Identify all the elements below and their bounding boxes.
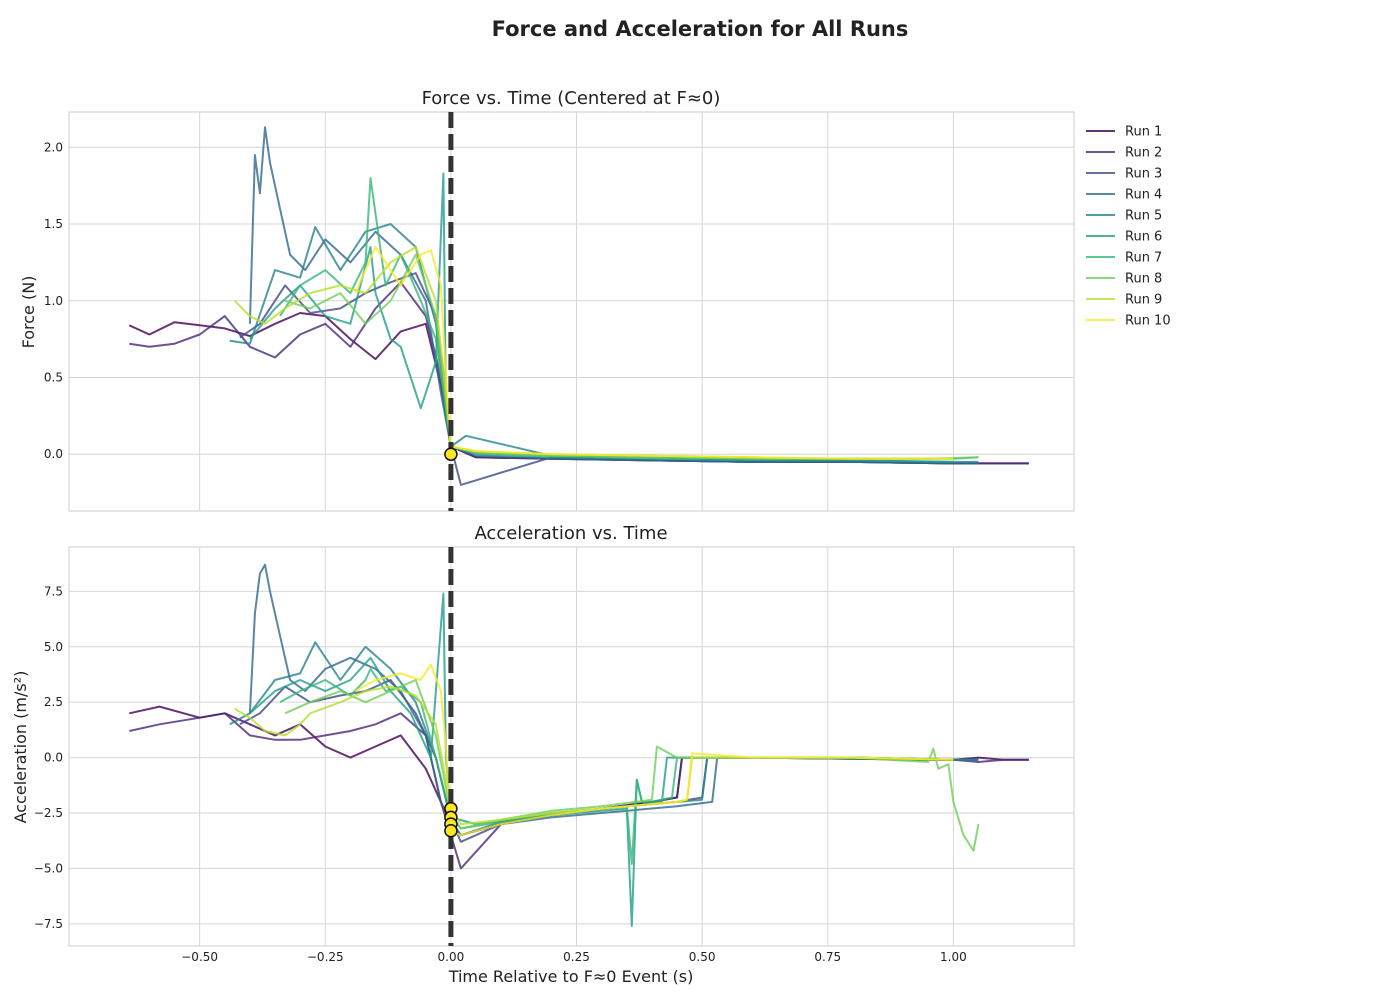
x-tick-label: 1.00 [940,950,967,964]
y-tick-label: 2.0 [44,140,63,154]
x-tick-labels: −0.50 −0.25 0.00 0.25 0.50 0.75 1.00 [181,950,967,964]
legend: Run 1 Run 2 Run 3 Run 4 Run 5 Run 6 Run 7 Run 8… [1086,125,1171,329]
series-line-run-8 [284,679,980,852]
y-tick-label: 0.0 [44,751,63,765]
acceleration-y-ticks: −7.5 −5.0 −2.5 0.0 2.5 5.0 7.5 [34,584,63,931]
force-grid [69,112,1074,511]
legend-label: Run 7 [1125,251,1162,266]
legend-label: Run 5 [1125,209,1162,224]
y-tick-label: 7.5 [44,584,63,598]
x-axis-label: Time Relative to F≈0 Event (s) [448,967,694,986]
series-line-run-10 [354,663,954,837]
series-line-run-7 [279,667,954,865]
y-tick-label: 0.5 [44,370,63,384]
legend-label: Run 6 [1125,230,1162,245]
x-tick-label: 0.75 [814,950,841,964]
force-plot-area [68,111,1075,512]
x-tick-label: 0.50 [689,950,716,964]
legend-label: Run 9 [1125,293,1162,308]
x-tick-label: 0.00 [438,950,465,964]
force-series [128,126,1029,486]
x-tick-label: −0.25 [307,950,344,964]
y-tick-label: −2.5 [34,806,63,820]
series-line-run-4 [248,563,979,837]
y-tick-label: −5.0 [34,861,63,875]
series-line-run-4 [248,126,979,465]
force-panel-title: Force vs. Time (Centered at F≈0) [422,88,721,109]
acceleration-y-axis-label: Acceleration (m/s²) [11,671,30,824]
event-marker [444,823,458,838]
force-panel: Force vs. Time (Centered at F≈0) 0.0 0.5 1… [19,88,1075,512]
force-y-axis-label: Force (N) [19,276,38,349]
figure-suptitle: Force and Acceleration for All Runs [492,17,909,41]
legend-label: Run 3 [1125,167,1162,182]
acceleration-event-line [444,547,458,946]
y-tick-label: 2.5 [44,695,63,709]
y-tick-label: 1.5 [44,217,63,231]
y-tick-label: −7.5 [34,917,63,931]
legend-label: Run 10 [1125,314,1171,329]
x-tick-label: 0.25 [563,950,590,964]
acceleration-panel: Acceleration vs. Time −7.5 −5.0 −2.5 0.0 2.5… [11,523,1075,947]
legend-label: Run 4 [1125,188,1162,203]
acceleration-panel-title: Acceleration vs. Time [474,523,667,544]
series-line-run-6 [249,172,954,463]
legend-label: Run 2 [1125,146,1162,161]
acceleration-plot-area [68,546,1075,947]
force-event-line [444,112,458,511]
y-tick-label: 0.0 [44,447,63,461]
legend-label: Run 1 [1125,125,1162,140]
event-marker [444,447,458,461]
y-tick-label: 1.0 [44,294,63,308]
x-tick-label: −0.50 [181,950,218,964]
force-y-ticks: 0.0 0.5 1.0 1.5 2.0 [44,140,63,461]
y-tick-label: 5.0 [44,640,63,654]
legend-label: Run 8 [1125,272,1162,287]
